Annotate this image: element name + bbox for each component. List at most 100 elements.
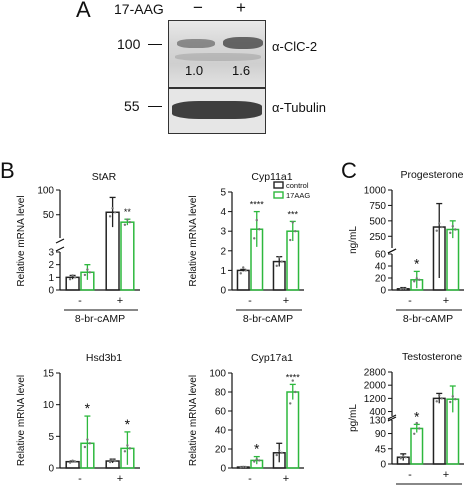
replicate-point <box>128 447 132 450</box>
replicate-point <box>71 459 74 462</box>
replicate-point <box>440 225 443 229</box>
replicate-point <box>418 278 421 281</box>
y-tick-label: 3 <box>220 227 226 238</box>
y-tick-label: 20 <box>215 445 227 456</box>
axis-break-mark <box>55 238 65 244</box>
replicate-point <box>244 269 247 272</box>
significance-marker: * <box>414 255 420 271</box>
x-axis-label: 8-br-cAMP <box>403 313 453 325</box>
panel-letter-b: B <box>0 158 15 183</box>
replicate-point <box>435 400 438 403</box>
y-tick-label: 5 <box>48 432 54 443</box>
y-tick-label: 0 <box>48 464 54 475</box>
significance-marker: **** <box>286 372 301 382</box>
x-tick-label: - <box>248 295 252 307</box>
replicate-point <box>258 459 261 462</box>
y-tick-label: 3 <box>48 248 54 259</box>
tubulin-band <box>172 101 262 119</box>
y-tick-label: 2000 <box>364 381 387 392</box>
replicate-point <box>451 395 454 398</box>
replicate-point <box>275 264 278 268</box>
treatment-label: 17-AAG <box>114 1 164 17</box>
replicate-point <box>440 397 443 400</box>
replicate-point <box>435 229 438 232</box>
replicate-point <box>239 272 242 275</box>
panel-letter-a: A <box>76 0 91 22</box>
x-tick-label: - <box>408 295 412 307</box>
y-tick-label: 80 <box>215 388 227 399</box>
replicate-point <box>239 465 242 469</box>
y-tick-label: 0 <box>48 286 54 297</box>
mw-marker-tick <box>148 106 162 108</box>
x-tick-label: - <box>248 473 252 485</box>
replicate-point <box>123 450 127 453</box>
significance-marker: **** <box>250 200 265 210</box>
replicate-point <box>244 465 247 469</box>
replicate-point <box>415 421 418 425</box>
replicate-point <box>404 456 407 459</box>
replicate-point <box>126 444 129 447</box>
replicate-point <box>242 465 245 469</box>
y-tick-label: 0 <box>220 286 226 297</box>
replicate-point <box>280 451 283 454</box>
mw-marker-100: 100 <box>117 36 141 52</box>
bar-17aag <box>410 427 424 465</box>
replicate-point <box>111 206 114 210</box>
replicate-point <box>126 218 129 221</box>
y-axis-label: Relative mRNA level <box>188 195 199 286</box>
y-axis-label: pg/mL <box>348 404 359 432</box>
replicate-point <box>258 228 261 231</box>
y-tick-label: 2 <box>48 260 54 271</box>
x-tick-label: + <box>283 473 289 485</box>
y-tick-label: 2800 <box>364 368 387 379</box>
replicate-point <box>88 442 92 445</box>
replicate-point <box>418 427 421 430</box>
replicate-point <box>294 230 297 233</box>
replicate-point <box>113 211 117 214</box>
y-tick-label: 60 <box>215 407 227 418</box>
replicate-point <box>438 222 441 225</box>
replicate-point <box>280 260 283 263</box>
clc2-band <box>177 39 215 48</box>
y-tick-label: 0 <box>380 460 386 471</box>
y-tick-label: 10 <box>43 400 55 411</box>
clc2-band <box>175 53 261 61</box>
significance-marker: *** <box>288 209 299 219</box>
replicate-point <box>111 458 114 462</box>
tubulin-antibody-label: α-Tubulin <box>272 100 326 115</box>
replicate-point <box>415 277 418 280</box>
replicate-point <box>454 228 457 231</box>
y-tick-label: 130 <box>369 416 386 427</box>
replicate-point <box>278 449 281 452</box>
replicate-point <box>402 287 405 290</box>
x-tick-label: + <box>443 469 449 481</box>
y-tick-label: 0 <box>380 286 386 297</box>
x-tick-label: + <box>117 473 123 485</box>
replicate-point <box>255 458 258 461</box>
chart-title: Cyp17a1 <box>251 352 293 364</box>
y-axis-label: ng/mL <box>348 226 359 254</box>
bar-control <box>432 397 446 465</box>
y-tick-label: 60 <box>375 250 387 261</box>
replicate-point <box>278 256 281 259</box>
y-tick-label: 4 <box>220 207 226 218</box>
clc2-band <box>223 37 263 49</box>
replicate-point <box>438 394 441 397</box>
quant-value-control: 1.0 <box>185 63 204 78</box>
replicate-point <box>294 390 297 394</box>
y-tick-label: 1200 <box>364 394 387 405</box>
replicate-point <box>253 460 256 463</box>
y-tick-label: 45 <box>375 444 387 455</box>
replicate-point <box>68 461 72 464</box>
replicate-point <box>68 278 72 281</box>
replicate-point <box>128 220 132 224</box>
replicate-point <box>289 238 292 242</box>
y-tick-label: 2 <box>220 246 226 257</box>
replicate-point <box>242 266 245 269</box>
replicate-point <box>86 268 89 271</box>
chart-title: Cyp11a1 <box>251 171 292 183</box>
x-tick-label: - <box>78 473 82 485</box>
significance-marker: * <box>85 400 91 416</box>
